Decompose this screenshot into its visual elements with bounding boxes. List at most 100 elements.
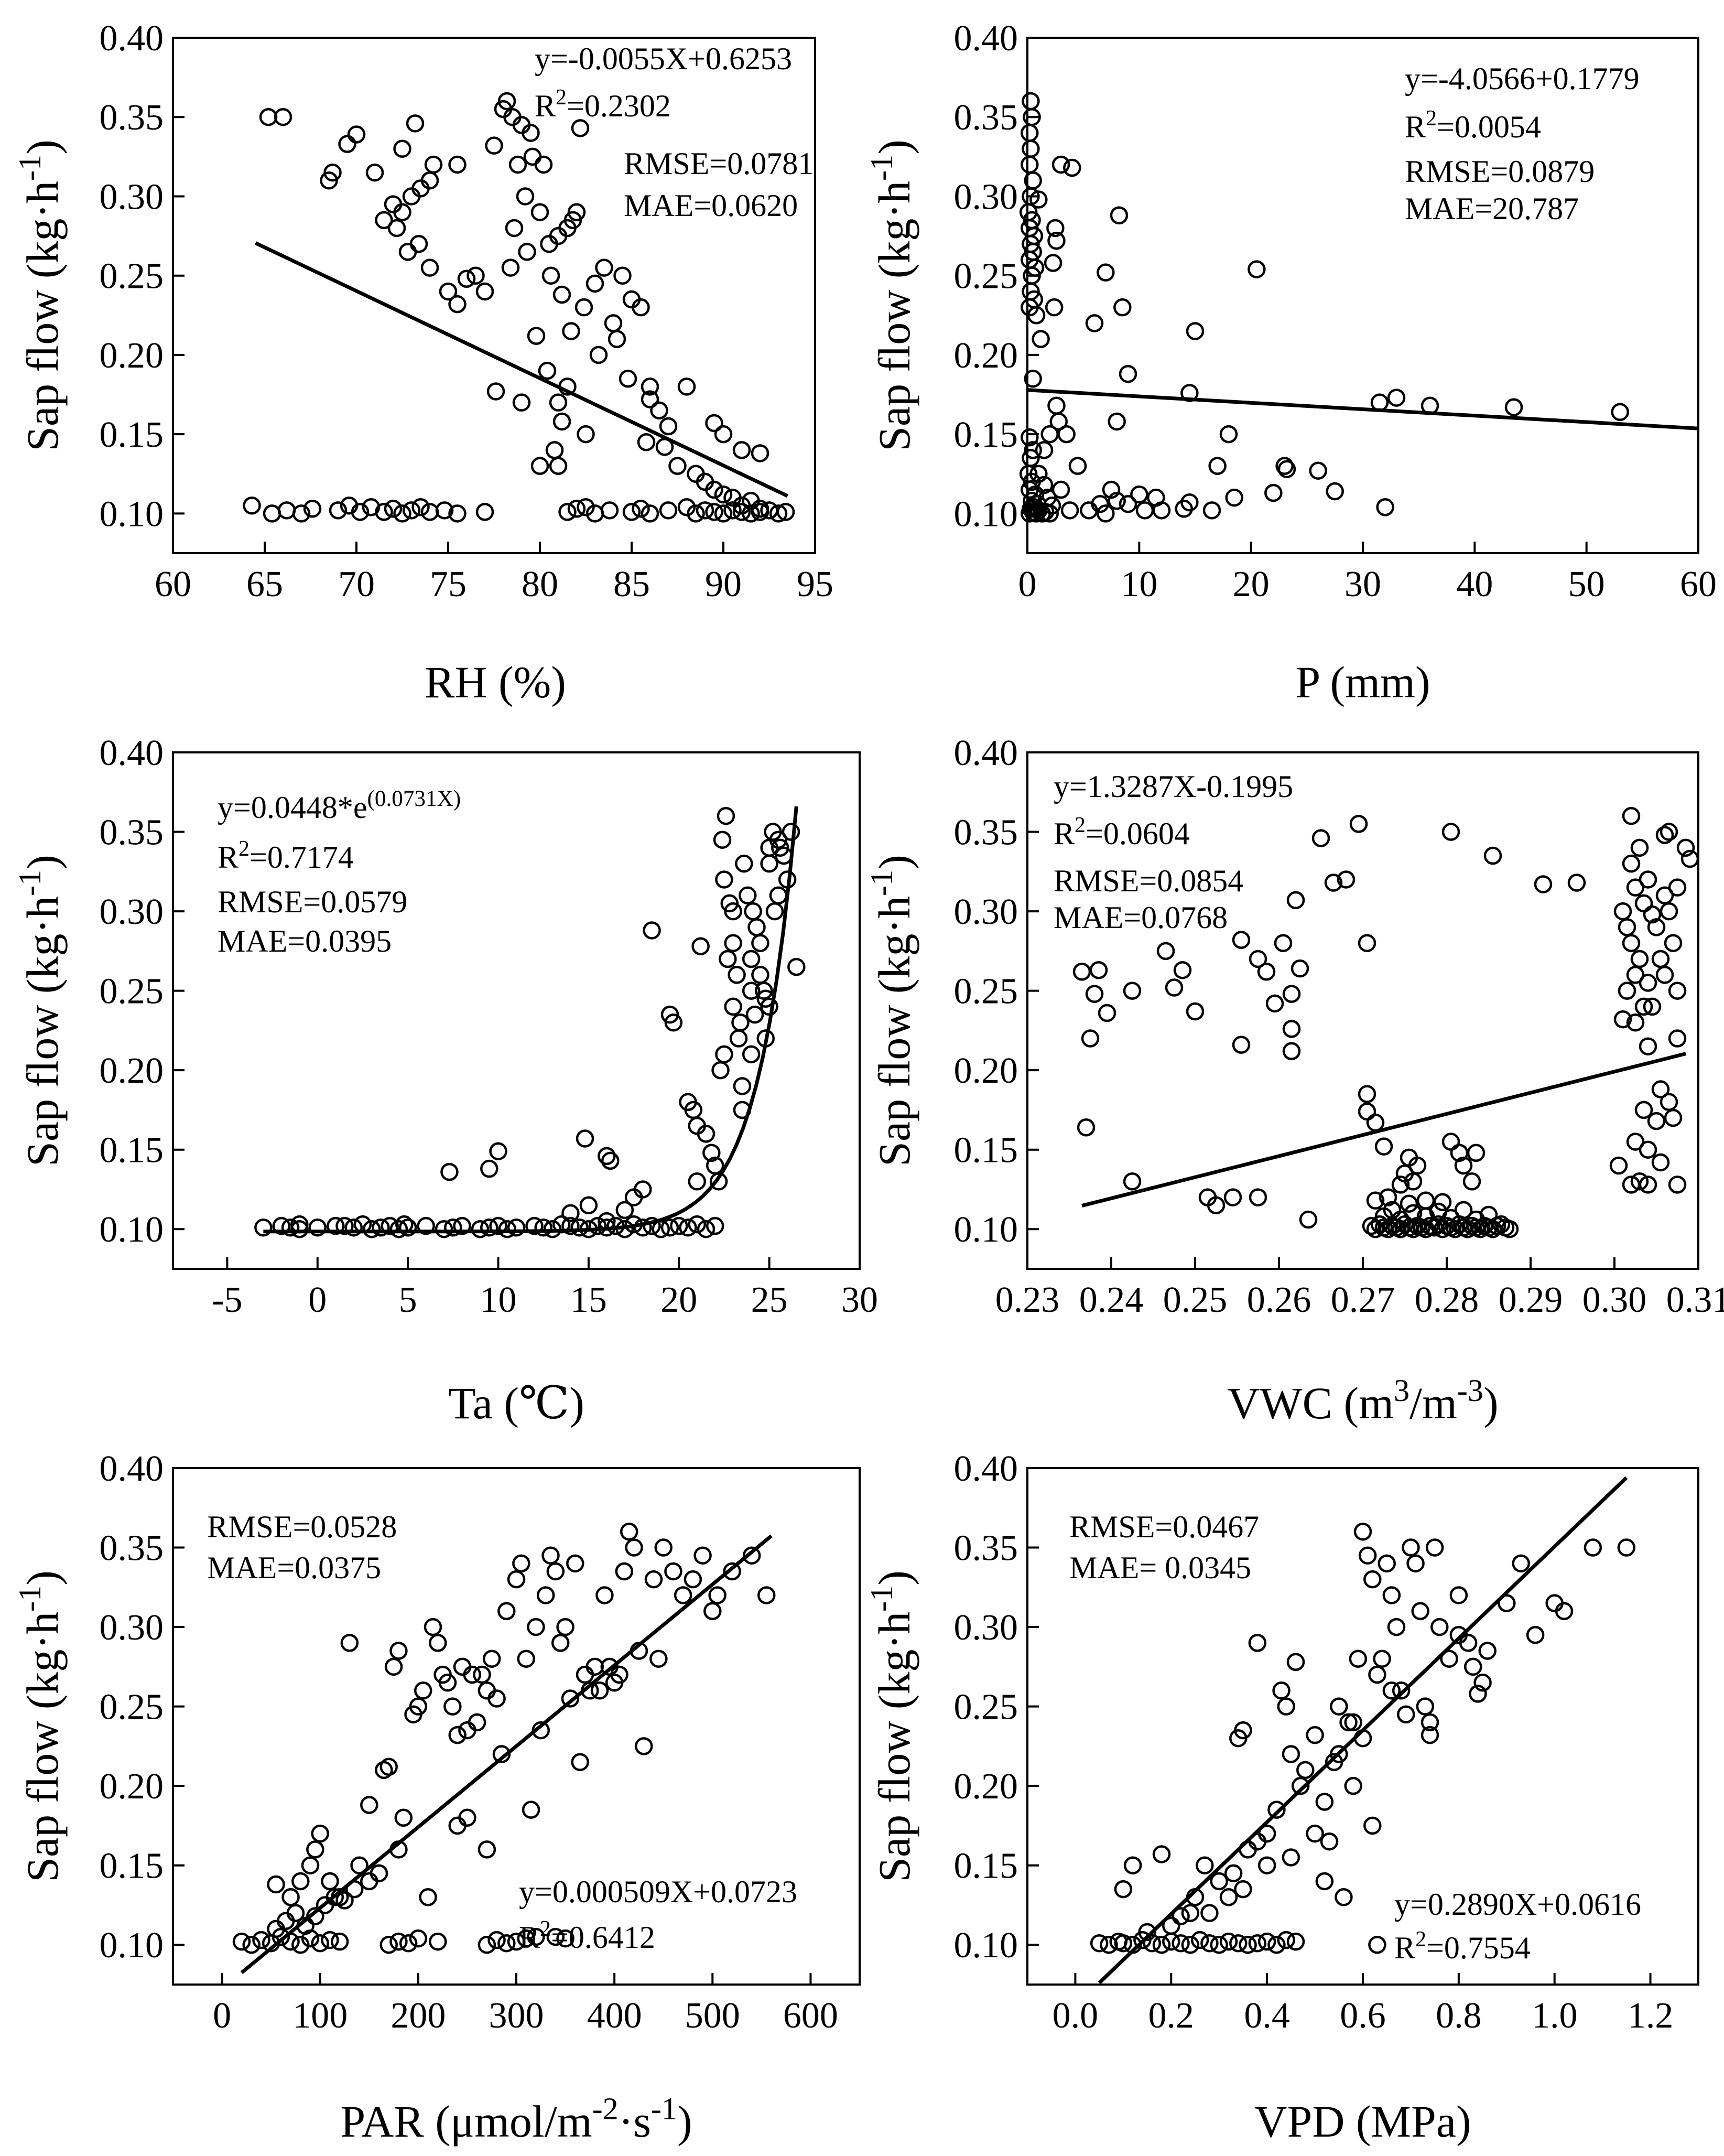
p-ytick-label: 0.40 xyxy=(954,18,1018,59)
p-xtick-label: 30 xyxy=(1344,564,1381,605)
p-point xyxy=(1108,412,1126,431)
vpd-point xyxy=(1392,1681,1411,1700)
vwc-point xyxy=(1249,950,1267,968)
p-ytick-label: 0.25 xyxy=(954,256,1018,297)
ta-xtick-label: 20 xyxy=(660,1280,697,1320)
ta-point xyxy=(435,1220,453,1238)
par-point xyxy=(438,1673,457,1692)
vwc-point xyxy=(1454,1201,1473,1220)
par-point xyxy=(389,1642,408,1660)
p-xtick-label: 20 xyxy=(1233,564,1270,605)
vwc-point xyxy=(1668,982,1687,1000)
par-point xyxy=(429,1932,447,1951)
ta-point xyxy=(498,1220,517,1238)
p-point xyxy=(1026,485,1045,504)
vwc-point xyxy=(1441,1133,1460,1151)
par-point xyxy=(527,1927,545,1946)
p-point xyxy=(1097,263,1115,282)
rh-point xyxy=(530,457,549,475)
p-fit-line xyxy=(1027,388,1699,430)
p-point xyxy=(1045,298,1064,317)
rh-point xyxy=(329,501,348,520)
vpd-point xyxy=(1123,1856,1142,1874)
p-point xyxy=(1130,485,1148,504)
rh-point xyxy=(577,498,595,516)
rh-point xyxy=(600,501,619,520)
vwc-ytick-label: 0.20 xyxy=(954,1051,1018,1091)
p-xtick-label: 40 xyxy=(1456,564,1493,605)
vwc-point xyxy=(1651,950,1670,968)
par-point xyxy=(409,1929,428,1948)
par-point xyxy=(370,1864,388,1883)
rh-point xyxy=(732,503,751,521)
p-xtick-label: 0 xyxy=(1018,564,1037,605)
vpd-point xyxy=(1335,1888,1353,1906)
vwc-xtick-label: 0.27 xyxy=(1331,1280,1395,1320)
rh-point xyxy=(622,503,641,521)
ta-point xyxy=(598,1147,616,1166)
rh-point xyxy=(277,501,296,520)
vpd-xtick-label: 1.0 xyxy=(1532,1996,1578,2036)
vpd-point xyxy=(1402,1538,1420,1557)
rh-point xyxy=(387,219,406,238)
par-point xyxy=(541,1546,560,1565)
vpd-point xyxy=(1330,1745,1348,1763)
ta-annotation: RMSE=0.0579 xyxy=(218,885,407,919)
vwc-point xyxy=(1668,878,1687,897)
rh-point xyxy=(659,501,678,520)
vwc-point xyxy=(1622,934,1641,952)
rh-point xyxy=(613,266,632,285)
vwc-point xyxy=(1416,1191,1435,1210)
vwc-point xyxy=(1400,1194,1418,1213)
vwc-point xyxy=(1567,874,1586,892)
p-panel: 0.10 0.15 0.20 0.25 0.30 0.35 0.40 0 10 20 30 40 50 6… xyxy=(864,18,1717,707)
rh-ytick-label: 0.35 xyxy=(100,98,164,138)
rh-point xyxy=(552,412,571,431)
p-point xyxy=(1022,139,1040,158)
rh-xtick-label: 75 xyxy=(430,564,467,605)
par-point xyxy=(522,1801,540,1819)
vwc-point xyxy=(1257,962,1276,981)
vwc-point xyxy=(1165,978,1184,997)
par-point xyxy=(409,1697,428,1716)
rh-point xyxy=(243,497,261,515)
vwc-point xyxy=(1324,874,1343,892)
par-point xyxy=(566,1554,584,1573)
vwc-point xyxy=(1664,934,1683,952)
vpd-point xyxy=(1138,1923,1156,1942)
vpd-xtick-label: 0.8 xyxy=(1436,1996,1482,2036)
rh-point xyxy=(641,504,659,523)
vwc-point xyxy=(1634,894,1653,913)
par-point xyxy=(448,1726,467,1744)
ta-point xyxy=(769,831,788,849)
vpd-xtick-label: 1.2 xyxy=(1628,1996,1674,2036)
ta-point xyxy=(688,1215,706,1234)
ta-point xyxy=(739,886,757,905)
vwc-point xyxy=(1404,1172,1423,1191)
vwc-point xyxy=(1626,1133,1645,1151)
ta-point xyxy=(327,1216,345,1235)
par-xtick-label: 100 xyxy=(292,1996,348,2036)
vwc-ytick-label: 0.40 xyxy=(954,733,1018,773)
par-point xyxy=(610,1665,628,1684)
ta-point xyxy=(471,1220,490,1238)
vpd-point xyxy=(1315,1872,1334,1891)
par-point xyxy=(458,1808,476,1827)
vpd-point xyxy=(1368,1935,1386,1954)
vwc-point xyxy=(1358,1102,1376,1121)
ta-point xyxy=(534,1218,552,1237)
par-point xyxy=(478,1935,496,1954)
ta-point xyxy=(724,997,742,1016)
p-point xyxy=(1028,494,1047,513)
p-ytick-label: 0.10 xyxy=(954,494,1018,534)
vwc-point xyxy=(1337,870,1356,889)
p-point xyxy=(1060,501,1079,520)
p-point xyxy=(1021,124,1039,142)
p-plot-frame xyxy=(1026,37,1699,554)
vpd-point xyxy=(1219,1932,1238,1951)
vpd-point xyxy=(1512,1554,1530,1573)
vwc-point xyxy=(1282,985,1301,1003)
par-point xyxy=(674,1586,692,1604)
vwc-point xyxy=(1232,931,1251,949)
par-panel: 0.10 0.15 0.20 0.25 0.30 0.35 0.40 0 100 200 300 40… xyxy=(13,1449,861,2147)
